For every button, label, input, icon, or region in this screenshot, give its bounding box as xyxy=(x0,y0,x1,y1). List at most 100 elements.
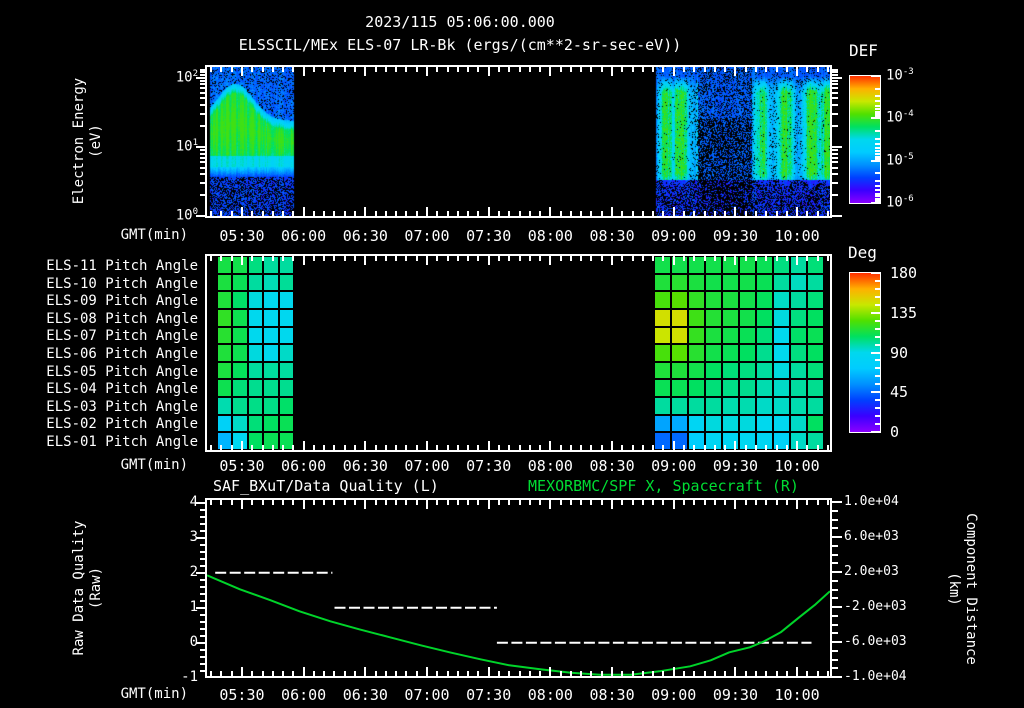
pitch-cell xyxy=(248,362,263,379)
quality-tick-label: 0 xyxy=(189,633,198,650)
time-tick xyxy=(621,445,624,450)
energy-major-tick xyxy=(196,145,206,148)
pitch-cell xyxy=(757,257,772,273)
time-tick xyxy=(508,500,511,505)
time-tick xyxy=(271,211,274,216)
pitch-cell xyxy=(774,433,789,449)
pitch-cell xyxy=(808,327,823,344)
time-tick xyxy=(508,256,511,261)
time-tick xyxy=(724,500,727,505)
quality-frame xyxy=(205,498,832,678)
time-tick xyxy=(384,500,387,505)
energy-minor-tick xyxy=(832,161,838,164)
pitch-cell xyxy=(689,398,704,414)
time-tick xyxy=(754,211,757,216)
distance-y-tick xyxy=(832,571,842,573)
time-tick xyxy=(539,445,542,450)
time-tick xyxy=(641,211,644,216)
time-tick xyxy=(282,500,285,505)
time-tick xyxy=(528,445,531,450)
time-tick xyxy=(703,445,706,450)
time-tick xyxy=(467,500,470,505)
pitch-row-label: ELS-11 Pitch Angle xyxy=(46,258,198,275)
time-tick xyxy=(292,500,295,505)
pitch-cell xyxy=(689,257,704,273)
energy-minor-tick xyxy=(832,91,838,94)
time-tick xyxy=(446,256,449,261)
time-tick-label: 10:00 xyxy=(774,686,820,704)
distance-y-tick xyxy=(832,641,842,643)
time-tick xyxy=(652,445,655,450)
time-tick xyxy=(796,256,799,265)
energy-minor-tick xyxy=(200,112,206,115)
pitch-cell xyxy=(723,380,738,397)
time-tick xyxy=(354,671,357,676)
time-tick xyxy=(796,667,799,676)
pitch-cell xyxy=(808,415,823,432)
time-tick-label: 06:00 xyxy=(281,227,327,245)
deg-cb-minor-tick xyxy=(875,303,880,306)
pitch-cell xyxy=(218,274,232,291)
distance-tick-label: -6.0e+03 xyxy=(844,634,907,649)
time-tick xyxy=(302,67,305,76)
def-cb-minor-tick xyxy=(875,110,880,113)
time-tick xyxy=(467,211,470,216)
distance-y-minor-tick xyxy=(832,579,838,582)
time-tick xyxy=(816,500,819,505)
quality-tick-label: 1 xyxy=(189,598,198,615)
time-tick xyxy=(621,67,624,72)
time-tick xyxy=(600,500,603,505)
pitch-cell xyxy=(706,309,721,326)
time-tick xyxy=(826,671,829,676)
gmt-axis-label-bottom: GMT(min) xyxy=(120,686,188,702)
time-tick xyxy=(713,211,716,216)
def-cb-label: 10-5 xyxy=(886,151,914,169)
time-tick xyxy=(384,445,387,450)
time-tick xyxy=(467,671,470,676)
time-tick xyxy=(312,256,315,261)
energy-tick-label: 101 xyxy=(175,137,198,155)
pitch-cell xyxy=(757,362,772,379)
time-tick xyxy=(230,67,233,72)
pitch-cell xyxy=(808,274,823,291)
def-cb-minor-tick xyxy=(875,153,880,156)
distance-y-minor-tick xyxy=(832,649,838,652)
time-tick xyxy=(683,211,686,216)
pitch-cell xyxy=(723,274,738,291)
pitch-cell xyxy=(218,415,232,432)
time-tick xyxy=(744,445,747,450)
time-tick xyxy=(775,211,778,216)
time-tick xyxy=(569,671,572,676)
time-tick xyxy=(210,445,213,450)
time-tick xyxy=(497,256,500,261)
pitch-cell xyxy=(233,292,247,308)
time-tick xyxy=(333,67,336,72)
pitch-cell xyxy=(233,274,247,291)
time-tick xyxy=(559,445,562,450)
pitch-cell xyxy=(774,415,789,432)
time-tick xyxy=(631,500,634,505)
quality-y-minor-tick xyxy=(200,599,206,602)
def-cb-label: 10-4 xyxy=(886,109,914,126)
quality-y-tick xyxy=(196,536,206,539)
time-tick xyxy=(549,667,552,676)
time-tick xyxy=(744,211,747,216)
pitch-cell xyxy=(774,274,789,291)
deg-cb-minor-tick xyxy=(875,295,880,298)
time-tick xyxy=(590,671,593,676)
time-tick xyxy=(549,67,552,76)
time-tick xyxy=(816,211,819,216)
distance-y-minor-tick xyxy=(832,614,838,617)
time-tick xyxy=(220,671,223,676)
def-cb-minor-tick xyxy=(875,200,880,203)
time-tick xyxy=(364,207,367,216)
time-tick xyxy=(271,445,274,450)
time-tick xyxy=(744,67,747,72)
energy-minor-tick xyxy=(832,166,838,169)
time-tick xyxy=(590,211,593,216)
pitch-cell xyxy=(655,327,670,344)
time-tick xyxy=(724,211,727,216)
energy-minor-tick xyxy=(832,83,838,86)
time-tick xyxy=(631,256,634,261)
time-tick xyxy=(518,211,521,216)
